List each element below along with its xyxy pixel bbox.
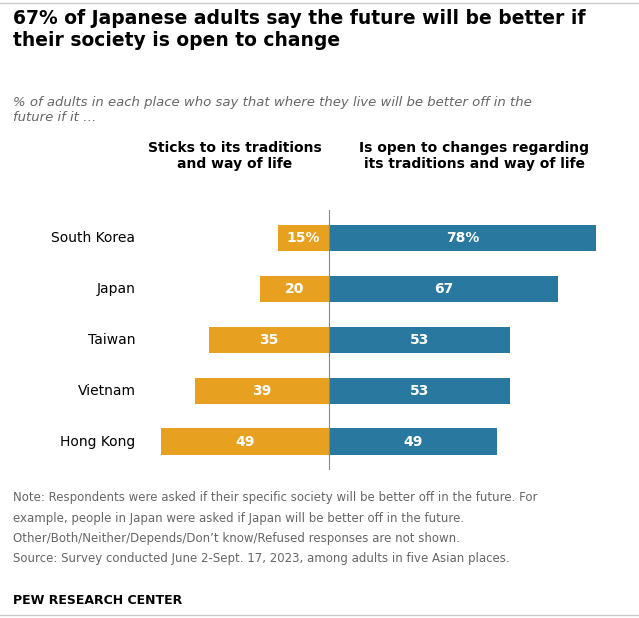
Text: Vietnam: Vietnam (77, 384, 135, 398)
Text: Sticks to its traditions
and way of life: Sticks to its traditions and way of life (148, 141, 321, 171)
Text: example, people in Japan were asked if Japan will be better off in the future.: example, people in Japan were asked if J… (13, 512, 464, 525)
Text: 39: 39 (252, 384, 272, 398)
Text: Note: Respondents were asked if their specific society will be better off in the: Note: Respondents were asked if their sp… (13, 491, 537, 504)
Text: Is open to changes regarding
its traditions and way of life: Is open to changes regarding its traditi… (359, 141, 589, 171)
Text: 53: 53 (410, 333, 429, 347)
Bar (261, 276, 329, 302)
Text: 49: 49 (235, 434, 255, 449)
Text: 20: 20 (285, 282, 304, 296)
Bar (161, 428, 329, 455)
Text: Source: Survey conducted June 2-Sept. 17, 2023, among adults in five Asian place: Source: Survey conducted June 2-Sept. 17… (13, 552, 509, 565)
Text: 49: 49 (403, 434, 422, 449)
Text: 67% of Japanese adults say the future will be better if
their society is open to: 67% of Japanese adults say the future wi… (13, 9, 585, 50)
Text: Other/Both/Neither/Depends/Don’t know/Refused responses are not shown.: Other/Both/Neither/Depends/Don’t know/Re… (13, 532, 459, 545)
Bar (196, 378, 329, 404)
Text: % of adults in each place who say that where they live will be better off in the: % of adults in each place who say that w… (13, 96, 532, 124)
Text: Japan: Japan (96, 282, 135, 296)
Bar (329, 225, 596, 252)
Bar (209, 327, 329, 353)
Bar (329, 276, 558, 302)
Bar (277, 225, 329, 252)
Text: South Korea: South Korea (52, 231, 135, 245)
Bar (329, 378, 511, 404)
Text: 78%: 78% (445, 231, 479, 245)
Text: Hong Kong: Hong Kong (60, 434, 135, 449)
Text: 53: 53 (410, 384, 429, 398)
Bar (329, 428, 497, 455)
Text: Taiwan: Taiwan (88, 333, 135, 347)
Text: 35: 35 (259, 333, 279, 347)
Text: 67: 67 (434, 282, 453, 296)
Text: PEW RESEARCH CENTER: PEW RESEARCH CENTER (13, 594, 182, 607)
Bar (329, 327, 511, 353)
Text: 15%: 15% (286, 231, 320, 245)
